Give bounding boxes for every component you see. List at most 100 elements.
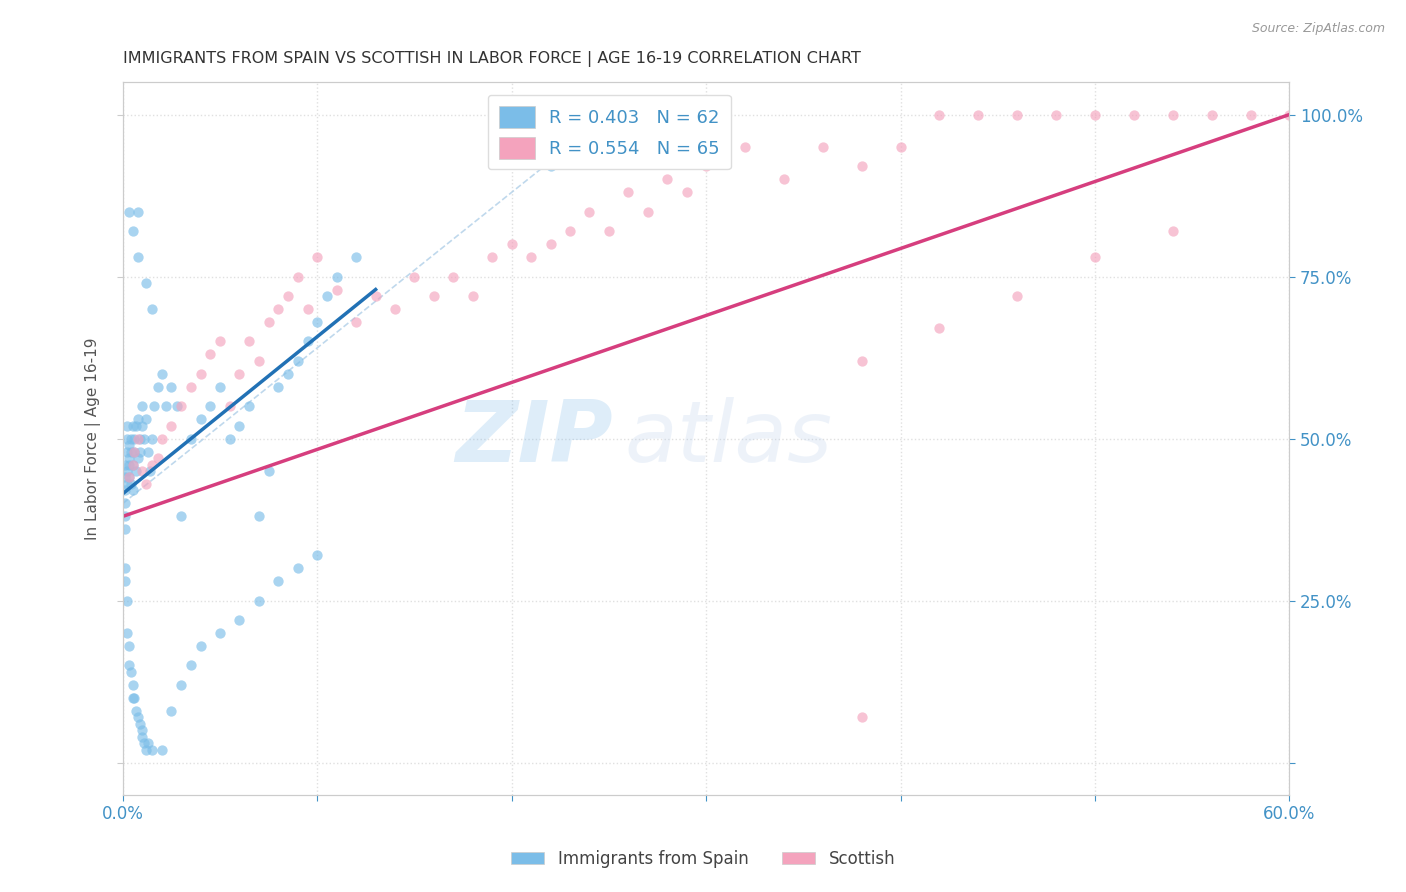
Point bbox=[124, 432, 146, 446]
Point bbox=[115, 444, 138, 458]
Point bbox=[118, 204, 141, 219]
Point bbox=[135, 742, 157, 756]
Point bbox=[121, 458, 143, 472]
Point bbox=[170, 678, 193, 692]
Point bbox=[121, 224, 143, 238]
Point bbox=[1201, 107, 1223, 121]
Point bbox=[129, 716, 152, 731]
Point bbox=[218, 399, 240, 413]
Point bbox=[114, 522, 136, 536]
Point bbox=[114, 470, 136, 484]
Point bbox=[114, 509, 136, 524]
Point bbox=[461, 289, 484, 303]
Point bbox=[146, 450, 169, 465]
Legend: R = 0.403   N = 62, R = 0.554   N = 65: R = 0.403 N = 62, R = 0.554 N = 65 bbox=[488, 95, 731, 169]
Point bbox=[675, 186, 697, 200]
Point bbox=[115, 626, 138, 640]
Point bbox=[267, 380, 290, 394]
Point bbox=[287, 354, 309, 368]
Point bbox=[120, 432, 142, 446]
Point bbox=[344, 315, 367, 329]
Point bbox=[1084, 250, 1107, 264]
Point bbox=[297, 301, 319, 316]
Point bbox=[344, 250, 367, 264]
Point bbox=[121, 418, 143, 433]
Point bbox=[134, 736, 156, 750]
Point bbox=[131, 399, 153, 413]
Point bbox=[238, 334, 260, 349]
Point bbox=[114, 496, 136, 510]
Point bbox=[1161, 107, 1184, 121]
Point bbox=[180, 380, 202, 394]
Text: ZIP: ZIP bbox=[456, 397, 613, 480]
Point bbox=[115, 464, 138, 478]
Point bbox=[180, 432, 202, 446]
Point bbox=[238, 399, 260, 413]
Point bbox=[166, 399, 188, 413]
Point bbox=[316, 289, 339, 303]
Point bbox=[325, 283, 347, 297]
Point bbox=[127, 412, 149, 426]
Point bbox=[695, 160, 717, 174]
Point bbox=[121, 690, 143, 705]
Point bbox=[131, 464, 153, 478]
Point bbox=[773, 172, 796, 186]
Point bbox=[364, 289, 387, 303]
Point bbox=[277, 289, 299, 303]
Point bbox=[129, 432, 152, 446]
Point bbox=[121, 678, 143, 692]
Point bbox=[307, 548, 329, 562]
Point bbox=[287, 269, 309, 284]
Point bbox=[307, 250, 329, 264]
Point bbox=[121, 483, 143, 498]
Point bbox=[267, 301, 290, 316]
Point bbox=[114, 561, 136, 575]
Text: atlas: atlas bbox=[624, 397, 832, 480]
Point bbox=[481, 250, 503, 264]
Point bbox=[617, 186, 640, 200]
Point bbox=[325, 269, 347, 284]
Point bbox=[170, 399, 193, 413]
Point bbox=[297, 334, 319, 349]
Point bbox=[501, 237, 523, 252]
Point bbox=[155, 399, 177, 413]
Point bbox=[277, 367, 299, 381]
Point bbox=[190, 367, 212, 381]
Point bbox=[118, 458, 141, 472]
Point bbox=[125, 418, 148, 433]
Point bbox=[404, 269, 426, 284]
Point bbox=[118, 450, 141, 465]
Point bbox=[228, 418, 250, 433]
Point bbox=[170, 509, 193, 524]
Point bbox=[267, 574, 290, 589]
Point bbox=[540, 160, 562, 174]
Point bbox=[1278, 107, 1301, 121]
Point bbox=[131, 723, 153, 738]
Point bbox=[1084, 107, 1107, 121]
Point bbox=[540, 237, 562, 252]
Y-axis label: In Labor Force | Age 16-19: In Labor Force | Age 16-19 bbox=[86, 337, 101, 540]
Point bbox=[124, 444, 146, 458]
Point bbox=[134, 432, 156, 446]
Point bbox=[1045, 107, 1067, 121]
Point bbox=[1122, 107, 1144, 121]
Point bbox=[247, 593, 270, 607]
Point bbox=[384, 301, 406, 316]
Point bbox=[118, 658, 141, 673]
Point bbox=[851, 710, 873, 724]
Point bbox=[118, 470, 141, 484]
Point bbox=[127, 250, 149, 264]
Point bbox=[228, 367, 250, 381]
Point bbox=[120, 477, 142, 491]
Point bbox=[115, 593, 138, 607]
Point bbox=[115, 432, 138, 446]
Point bbox=[247, 354, 270, 368]
Point bbox=[125, 704, 148, 718]
Point bbox=[114, 574, 136, 589]
Point bbox=[200, 347, 222, 361]
Point bbox=[160, 380, 183, 394]
Point bbox=[131, 730, 153, 744]
Point bbox=[967, 107, 990, 121]
Point bbox=[734, 140, 756, 154]
Point bbox=[423, 289, 446, 303]
